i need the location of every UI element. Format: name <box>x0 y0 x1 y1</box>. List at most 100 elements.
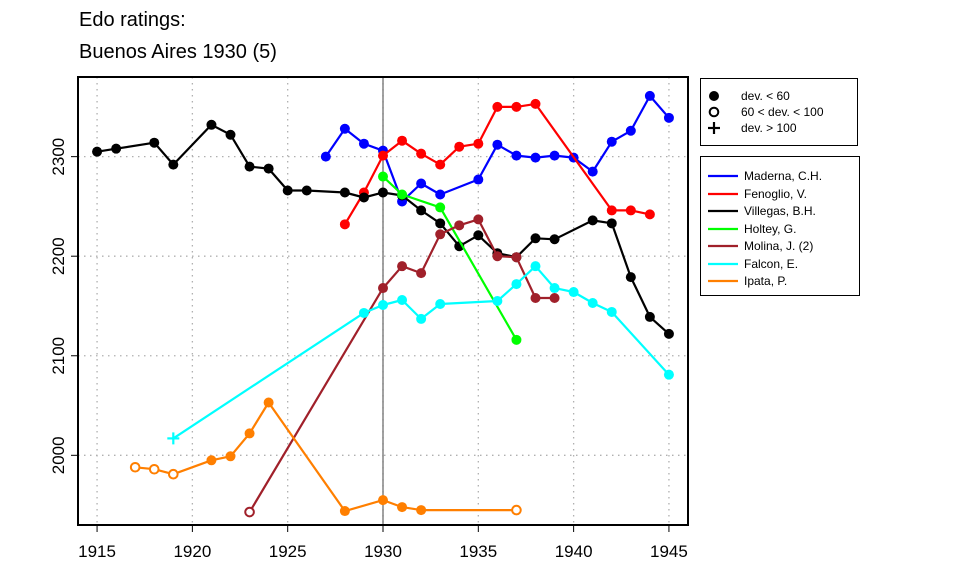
data-point <box>511 279 522 290</box>
data-point <box>168 468 179 480</box>
deviation-legend-label: dev. > 100 <box>741 121 797 135</box>
series-color-swatch <box>708 244 738 248</box>
series-molina-j-2 <box>244 214 560 518</box>
data-point <box>492 101 503 112</box>
data-point <box>549 283 560 294</box>
data-point <box>663 369 674 380</box>
series-legend-item: Holtey, G. <box>701 221 859 237</box>
data-point <box>606 218 617 229</box>
deviation-marker-icon <box>709 91 719 101</box>
y-tick-label: 2300 <box>49 138 68 176</box>
data-point <box>358 138 369 149</box>
data-point <box>397 502 408 513</box>
data-point <box>416 205 427 216</box>
data-point <box>587 215 598 226</box>
data-point <box>339 506 350 517</box>
data-point <box>435 159 446 170</box>
data-point <box>244 428 255 439</box>
data-point <box>663 112 674 123</box>
data-point <box>378 187 388 198</box>
data-point <box>435 229 446 240</box>
deviation-legend-item: dev. < 60 <box>701 88 857 104</box>
data-point <box>644 311 655 322</box>
data-point <box>492 139 503 150</box>
data-point <box>378 150 388 161</box>
data-point <box>511 150 522 161</box>
series-legend-item: Maderna, C.H. <box>701 168 859 184</box>
data-point <box>435 189 446 200</box>
data-point <box>606 136 617 147</box>
data-point <box>263 397 274 408</box>
legend-marker <box>708 106 720 118</box>
data-point <box>378 171 388 182</box>
data-point <box>492 251 503 262</box>
series-legend-item: Ipata, P. <box>701 273 859 289</box>
series-layer <box>92 90 674 518</box>
data-point <box>244 161 255 172</box>
series-color-swatch <box>708 174 738 178</box>
data-point <box>549 293 560 304</box>
data-point <box>492 296 503 306</box>
data-point <box>378 283 388 294</box>
data-point <box>606 306 617 317</box>
chart-title-line1: Edo ratings: <box>79 9 186 31</box>
data-point <box>530 261 541 272</box>
deviation-legend: dev. < 60 60 < dev. < 100 dev. > 100 <box>700 78 858 146</box>
series-legend-label: Maderna, C.H. <box>744 169 823 183</box>
deviation-legend-item: 60 < dev. < 100 <box>701 104 857 120</box>
data-point <box>397 189 408 200</box>
series-color-swatch <box>708 279 738 283</box>
data-point <box>225 451 236 462</box>
legend-marker <box>709 91 719 101</box>
data-point <box>473 174 484 185</box>
data-point <box>129 461 141 473</box>
x-tick-label: 1945 <box>650 542 688 561</box>
series-color-swatch <box>708 227 738 230</box>
data-point <box>511 101 522 112</box>
x-tick-label: 1920 <box>173 542 211 561</box>
data-point <box>473 138 484 149</box>
data-point <box>225 129 236 140</box>
data-point <box>358 307 369 318</box>
data-point <box>549 234 560 245</box>
data-point <box>320 151 331 162</box>
data-point <box>397 135 408 146</box>
series-ipata-p <box>129 397 522 517</box>
data-point <box>530 152 541 163</box>
data-point <box>416 268 427 279</box>
series-color-swatch <box>708 192 738 195</box>
x-tick-label: 1925 <box>269 542 307 561</box>
data-point <box>644 90 655 101</box>
data-point <box>149 137 160 148</box>
legend-marker <box>708 122 720 134</box>
data-point <box>435 202 446 213</box>
data-point <box>301 185 312 196</box>
x-tick-label: 1915 <box>78 542 116 561</box>
data-point <box>530 293 541 304</box>
y-tick-label: 2100 <box>49 337 68 375</box>
data-point <box>454 141 465 152</box>
series-color-swatch <box>708 209 738 213</box>
data-point <box>625 272 636 283</box>
series-line <box>382 175 518 341</box>
data-point <box>587 297 598 308</box>
data-point <box>358 192 369 203</box>
series-legend-label: Molina, J. (2) <box>744 239 814 253</box>
data-point <box>568 287 579 298</box>
data-point <box>416 148 427 159</box>
data-point <box>92 146 103 157</box>
data-point <box>148 463 160 475</box>
deviation-legend-label: dev. < 60 <box>741 89 790 103</box>
data-point <box>530 233 541 244</box>
data-point <box>511 334 522 345</box>
series-legend-label: Villegas, B.H. <box>744 204 816 218</box>
y-tick-label: 2000 <box>49 436 68 474</box>
data-point <box>244 506 255 518</box>
data-point <box>530 98 541 109</box>
data-point <box>663 328 674 339</box>
deviation-marker-icon <box>708 122 720 134</box>
series-legend-item: Fenoglio, V. <box>701 186 859 202</box>
data-point <box>416 505 427 516</box>
series-fenoglio-v <box>339 98 655 230</box>
